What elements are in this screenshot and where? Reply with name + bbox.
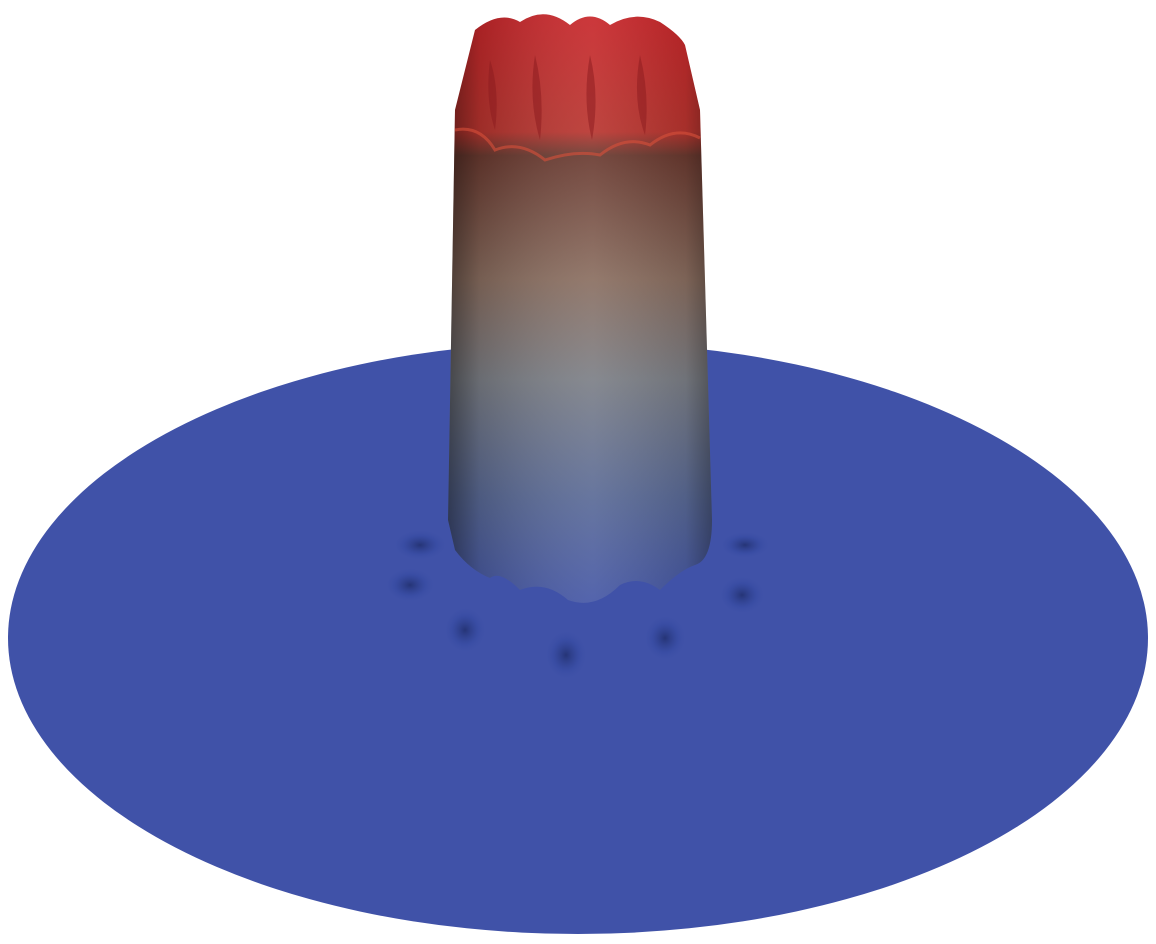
crown-folds — [488, 55, 647, 140]
base-ripples — [384, 529, 771, 681]
crown-edge — [454, 127, 701, 162]
column-shading — [448, 14, 712, 603]
